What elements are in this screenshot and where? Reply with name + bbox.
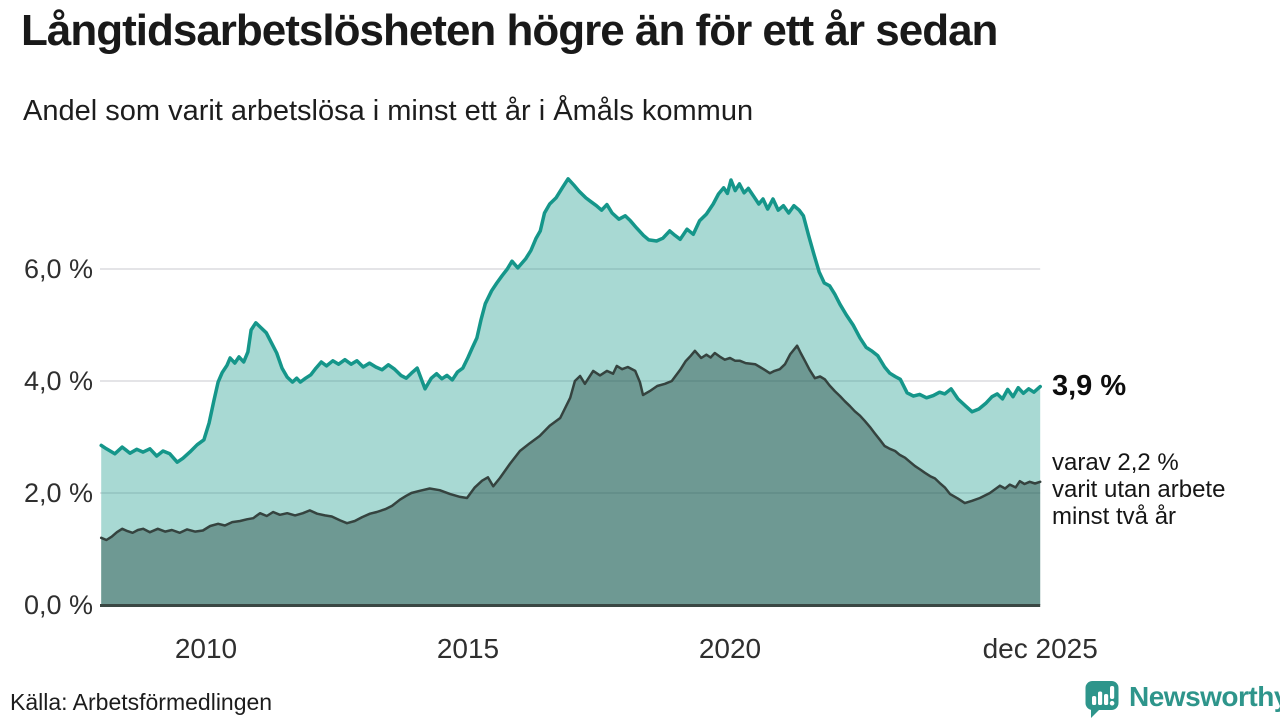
x-axis-label: 2015 [437,633,499,664]
y-axis-label: 4,0 % [24,366,93,396]
newsworthy-logo-text: Newsworthy [1129,681,1280,712]
y-axis-label: 2,0 % [24,478,93,508]
line-two-years [99,344,1042,542]
area-two-years [101,345,1041,605]
y-axis-label: 6,0 % [24,254,93,284]
newsworthy-logo: Newsworthy [1084,679,1280,720]
chart-subtitle: Andel som varit arbetslösa i minst ett å… [23,95,754,127]
two-year-note-label: varav 2,2 % varit utan arbete minst två … [1052,449,1226,530]
x-axis-label: 2020 [699,633,761,664]
x-axis-label: 2010 [175,633,237,664]
newsworthy-logo-icon [1084,679,1121,720]
y-axis-label: 0,0 % [24,590,93,620]
line-one-year [99,177,1042,464]
page-title: Långtidsarbetslösheten högre än för ett … [21,6,998,55]
source-attribution: Källa: Arbetsförmedlingen [10,689,273,715]
latest-value-label: 3,9 % [1052,370,1127,402]
x-axis-label: dec 2025 [983,633,1098,664]
